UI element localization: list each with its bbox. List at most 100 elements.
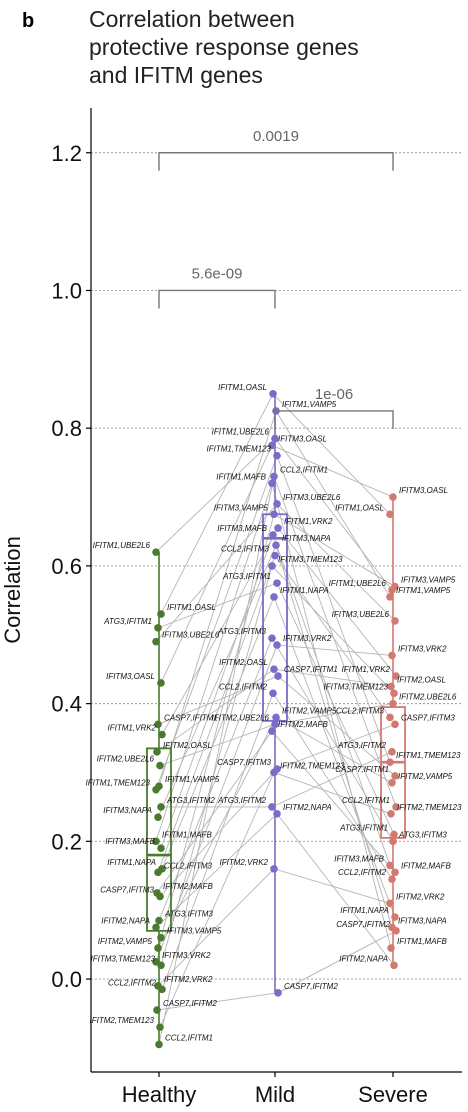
connector-mild-severe-ifitm2-mafb <box>271 730 396 873</box>
point-label-healthy-casp7-ifitm2: CASP7,IFITM2 <box>163 999 217 1008</box>
point-label-mild-ifitm1-tmem123: IFITM1,TMEM123 <box>207 445 272 454</box>
point-label-healthy-ifitm2-napa: IFITM2,NAPA <box>101 916 150 925</box>
connector-mild-severe-ifitm2-oasl <box>273 668 392 687</box>
y-tick-label: 0.8 <box>51 416 82 441</box>
connector-mild-severe-ifitm3-oasl <box>271 444 394 498</box>
point-healthy-ccl2-ifitm1 <box>155 1040 163 1049</box>
point-severe-ifitm2-mafb <box>391 868 399 877</box>
point-label-healthy-ifitm3-vrk2: IFITM3,VRK2 <box>162 951 211 960</box>
connector-healthy-mild-atg3-ifitm1 <box>157 582 278 629</box>
point-label-severe-atg3-ifitm2: ATG3,IFITM2 <box>337 741 386 750</box>
point-mild-ccl2-ifitm1 <box>270 472 278 481</box>
panel-label: b <box>22 10 34 32</box>
connector-mild-severe-ccl2-ifitm1 <box>273 476 397 808</box>
point-mild-ifitm3-oasl <box>268 441 276 450</box>
point-mild-ifitm2-oasl <box>270 665 278 673</box>
point-mild-ifitm3-napa <box>272 541 280 550</box>
y-axis-label: Correlation <box>0 536 25 644</box>
p-value-label: 1e-06 <box>315 386 353 403</box>
point-label-mild-ifitm2-napa: IFITM2,NAPA <box>283 803 332 812</box>
point-mild-ifitm1-tmem123 <box>273 451 281 460</box>
point-healthy-ifitm1-ube2l6 <box>152 548 160 556</box>
point-mild-ifitm3-mafb <box>269 531 277 539</box>
point-mild-ifitm3-vamp5 <box>270 510 278 519</box>
point-label-severe-ifitm1-oasl: IFITM1,OASL <box>335 503 384 512</box>
point-label-severe-ifitm2-tmem123: IFITM2,TMEM123 <box>397 803 462 812</box>
chart-title-line-3: and IFITM genes <box>89 62 263 88</box>
connector-healthy-mild-ifitm1-vamp5 <box>158 410 277 787</box>
bracket-line <box>274 410 394 429</box>
connector-healthy-mild-ifitm1-napa <box>161 596 275 870</box>
point-label-mild-ifitm2-vamp5: IFITM2,VAMP5 <box>282 706 337 715</box>
significance-brackets: 5.6e-09 1e-06 0.0019 <box>158 128 394 429</box>
point-severe-ifitm2-oasl <box>387 682 395 691</box>
connector-healthy-mild-ifitm2-vrk2 <box>157 868 275 987</box>
y-tick-label: 1.0 <box>51 278 82 303</box>
connector-healthy-mild-ifitm2-vamp5 <box>157 717 277 949</box>
connector-healthy-mild-ifitm2-mafb <box>156 730 273 894</box>
point-label-severe-atg3-ifitm1: ATG3,IFITM1 <box>339 823 388 832</box>
point-label-severe-casp7-ifitm2: CASP7,IFITM2 <box>336 920 390 929</box>
point-healthy-ifitm3-mafb <box>157 844 165 853</box>
y-tick-label: 0.0 <box>51 967 82 992</box>
point-label-healthy-ifitm1-tmem123: IFITM1,TMEM123 <box>86 779 151 788</box>
connector-healthy-mild-ifitm3-tmem123 <box>160 565 273 966</box>
connector-healthy-mild-casp7-ifitm3 <box>159 768 278 897</box>
connector-healthy-mild-ccl2-ifitm1 <box>158 476 275 1045</box>
point-healthy-ifitm3-tmem123 <box>157 961 165 970</box>
p-value-label: 5.6e-09 <box>192 265 243 282</box>
point-label-healthy-ifitm1-vrk2: IFITM1,VRK2 <box>108 724 157 733</box>
x-axis-ticks: Healthy Mild Severe <box>122 1072 428 1107</box>
point-mild-ifitm2-tmem123 <box>270 768 278 777</box>
point-healthy-casp7-ifitm2 <box>153 1006 161 1014</box>
connector-mild-severe-ifitm3-ube2l6 <box>276 503 396 622</box>
connector-mild-severe-ifitm3-napa <box>275 545 393 928</box>
paired-connector-lines <box>155 393 397 1045</box>
connector-healthy-mild-ifitm1-ube2l6 <box>155 438 276 553</box>
connector-mild-severe-ifitm2-vrk2 <box>273 868 391 904</box>
point-label-severe-ifitm1-tmem123: IFITM1,TMEM123 <box>396 751 461 760</box>
connector-healthy-mild-ifitm2-ube2l6 <box>159 723 276 767</box>
point-label-severe-ifitm3-oasl: IFITM3,OASL <box>399 486 448 495</box>
data-points <box>152 389 400 1049</box>
point-mild-ifitm1-ube2l6 <box>271 434 279 443</box>
point-label-healthy-ifitm1-vamp5: IFITM1,VAMP5 <box>165 775 220 784</box>
point-healthy-atg3-ifitm2 <box>157 803 165 811</box>
point-severe-ccl2-ifitm3 <box>386 713 394 722</box>
point-label-healthy-ifitm1-ube2l6: IFITM1,UBE2L6 <box>93 541 151 550</box>
point-label-mild-ifitm1-ube2l6: IFITM1,UBE2L6 <box>212 428 270 437</box>
point-severe-ifitm2-ube2l6 <box>389 699 397 708</box>
point-severe-ifitm3-vrk2 <box>388 651 396 660</box>
point-label-severe-ifitm3-napa: IFITM3,NAPA <box>398 916 447 925</box>
point-label-mild-ifitm1-napa: IFITM1,NAPA <box>280 586 329 595</box>
connector-mild-severe-ifitm1-mafb <box>271 483 392 949</box>
p-value-label: 0.0019 <box>253 128 299 145</box>
connector-mild-severe-casp7-ifitm2 <box>277 930 397 994</box>
bracket-mild-severe: 1e-06 <box>274 386 394 429</box>
point-mild-ifitm2-ube2l6 <box>271 720 279 729</box>
point-label-severe-ifitm1-vrk2: IFITM1,VRK2 <box>342 665 391 674</box>
point-label-severe-atg3-ifitm3: ATG3,IFITM3 <box>398 830 447 839</box>
point-label-healthy-atg3-ifitm1: ATG3,IFITM1 <box>103 617 152 626</box>
connector-mild-severe-ifitm2-ube2l6 <box>274 703 394 725</box>
bracket-line <box>158 152 394 171</box>
point-label-mild-ifitm1-mafb: IFITM1,MAFB <box>216 472 266 481</box>
point-label-healthy-casp7-ifitm1: CASP7,IFITM1 <box>164 713 218 722</box>
point-label-mild-ifitm3-vamp5: IFITM3,VAMP5 <box>214 503 269 512</box>
point-label-mild-casp7-ifitm3: CASP7,IFITM3 <box>217 758 271 767</box>
connector-mild-severe-ifitm2-vamp5 <box>275 716 393 784</box>
point-label-mild-ifitm1-vrk2: IFITM1,VRK2 <box>284 517 333 526</box>
point-healthy-atg3-ifitm1 <box>154 624 162 632</box>
point-severe-ifitm2-vrk2 <box>386 899 394 908</box>
y-tick-label: 1.2 <box>51 141 82 166</box>
connector-healthy-mild-ifitm3-oasl <box>160 445 273 684</box>
point-severe-ifitm3-tmem123 <box>390 689 398 698</box>
point-severe-ifitm1-napa <box>391 913 399 921</box>
box-body <box>146 747 172 932</box>
x-tick-label-severe: Severe <box>358 1082 428 1107</box>
point-mild-ifitm2-mafb <box>268 727 276 735</box>
point-label-mild-ifitm1-oasl: IFITM1,OASL <box>218 383 267 392</box>
point-label-mild-ifitm3-ube2l6: IFITM3,UBE2L6 <box>283 493 341 502</box>
point-severe-ifitm1-tmem123 <box>386 758 394 766</box>
point-label-healthy-ifitm3-vamp5: IFITM3,VAMP5 <box>167 927 222 936</box>
